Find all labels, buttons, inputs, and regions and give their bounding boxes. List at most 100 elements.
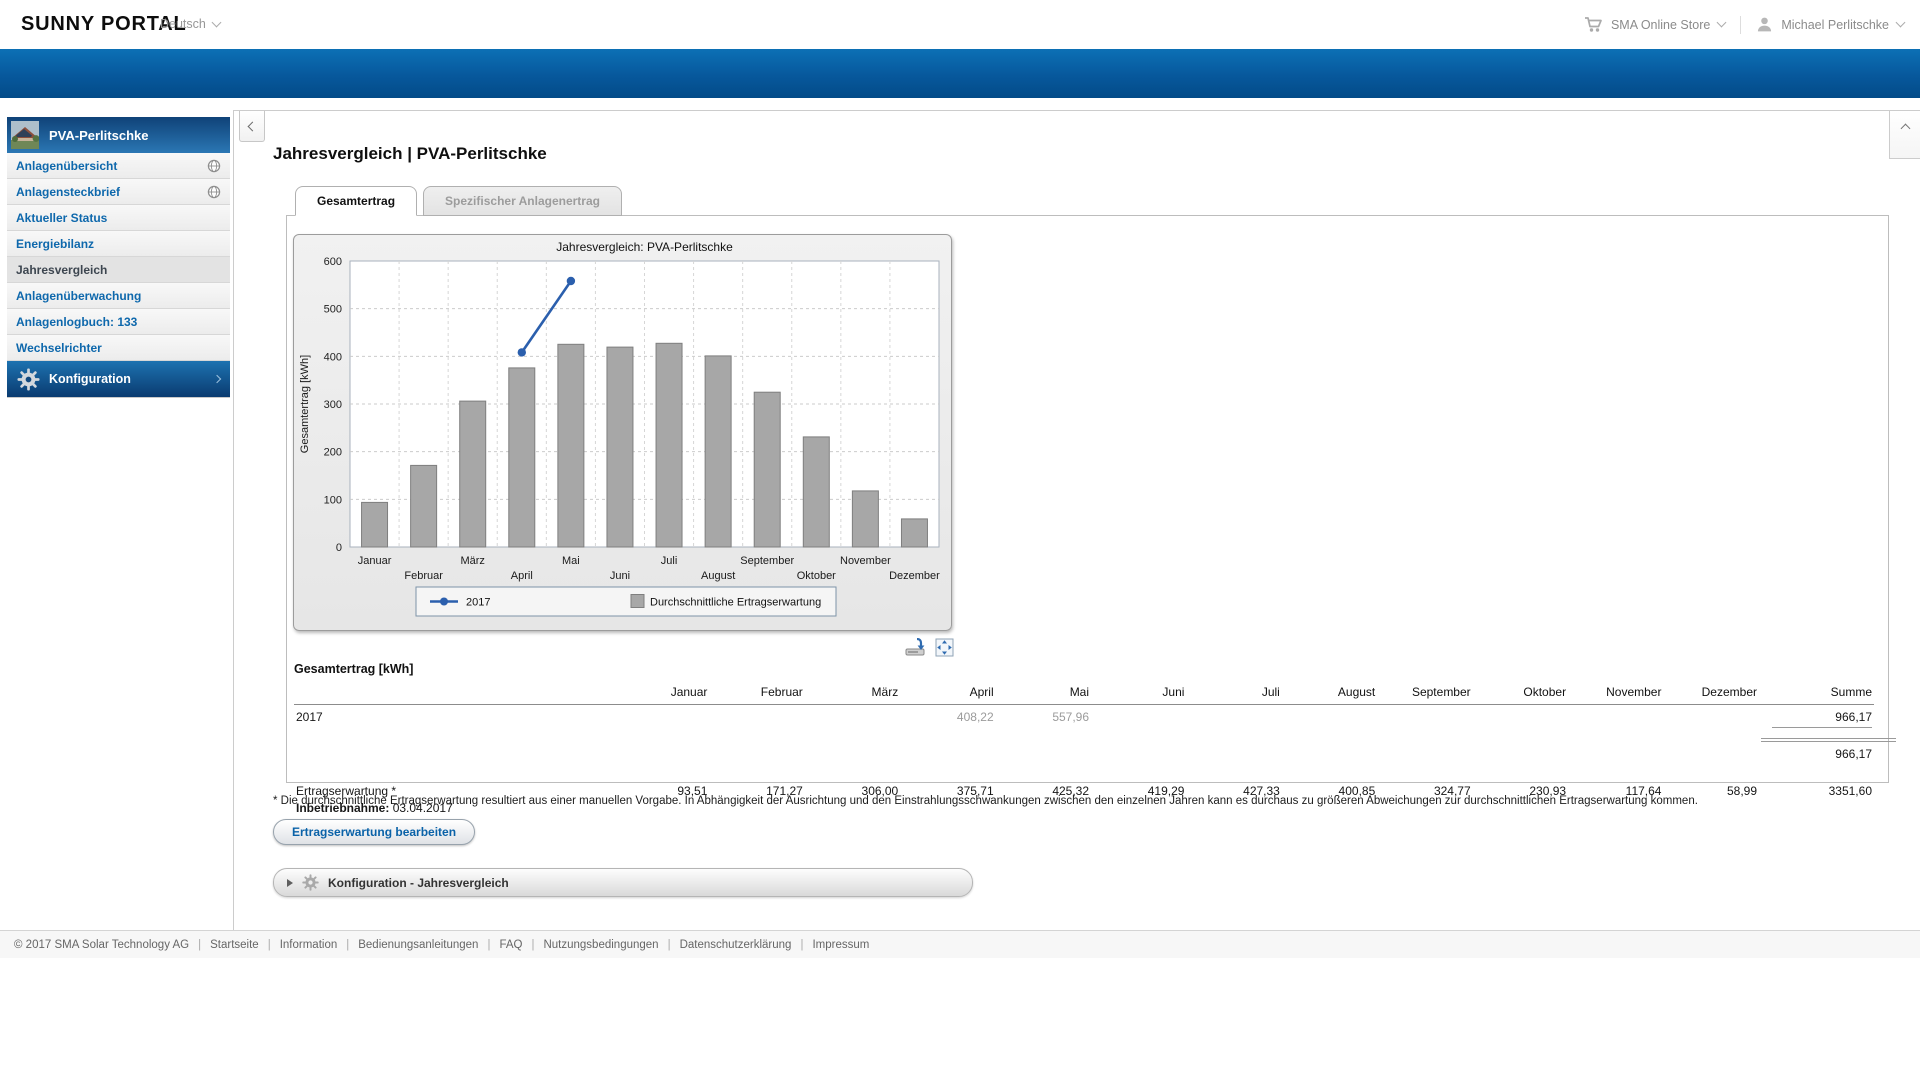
sidebar-item-label: Anlagensteckbrief — [16, 184, 121, 199]
column-header-oktober: Oktober — [1472, 681, 1569, 705]
line-series — [517, 276, 576, 357]
configuration-panel-toggle[interactable]: Konfiguration - Jahresvergleich — [273, 868, 973, 897]
divider — [1740, 15, 1742, 34]
column-header-juli: Juli — [1186, 681, 1282, 705]
page-title: Jahresvergleich | PVA-Perlitschke — [273, 144, 547, 163]
language-selector[interactable]: Deutsch — [160, 17, 222, 31]
table-cell — [1473, 705, 1568, 733]
sidebar-item-label: Anlagenlogbuch: 133 — [16, 314, 138, 329]
sidebar-item-wechselrichter[interactable]: Wechselrichter — [7, 335, 230, 361]
footer-link-nutzungsbedingungen[interactable]: Nutzungsbedingungen — [543, 938, 659, 951]
tab-bar: Gesamtertrag Spezifischer Anlagenertrag — [295, 186, 622, 216]
svg-text:Juli: Juli — [661, 555, 678, 567]
sidebar-plant-header[interactable]: PVA-Perlitschke — [7, 117, 230, 153]
language-label: Deutsch — [160, 17, 206, 31]
table-cell-summe: 966,17 — [1759, 705, 1874, 733]
table-cell: 230,93 — [1529, 783, 1567, 798]
edit-expectation-button[interactable]: Ertragserwartung bearbeiten — [273, 819, 476, 845]
footer-link-information[interactable]: Information — [279, 938, 338, 951]
cart-icon — [1584, 16, 1603, 33]
sidebar-item-anlagen-berwachung[interactable]: Anlagenüberwachung — [7, 283, 230, 309]
configuration-panel-label: Konfiguration - Jahresvergleich — [328, 875, 509, 890]
column-header-april: April — [900, 681, 996, 705]
chevron-right-icon — [212, 374, 222, 384]
svg-text:Januar: Januar — [358, 555, 392, 567]
table-cell: 93,51 — [677, 783, 708, 798]
user-icon — [1756, 16, 1773, 33]
table-cell: 324,77 — [1433, 783, 1471, 798]
sidebar-item-label: Anlagenübersicht — [16, 158, 118, 173]
scroll-top-button[interactable] — [1889, 111, 1920, 159]
chart-svg: 0 100 200 300 400 500 600 Januar Februar März Apri… — [299, 240, 940, 617]
svg-text:200: 200 — [324, 447, 342, 459]
sidebar-item-anlagen-bersicht[interactable]: Anlagenübersicht — [7, 153, 230, 179]
footer-link-bedienungsanleitungen[interactable]: Bedienungsanleitungen — [358, 938, 479, 951]
sidebar-item-jahresvergleich[interactable]: Jahresvergleich — [7, 257, 230, 283]
sidebar-item-label: Wechselrichter — [16, 340, 102, 355]
table-heading: Gesamtertrag [kWh] — [294, 662, 414, 676]
column-header-summe: Summe — [1759, 681, 1874, 705]
chevron-down-icon — [1716, 17, 1727, 28]
sidebar-item-aktueller-status[interactable]: Aktueller Status — [7, 205, 230, 231]
tab-gesamtertrag[interactable]: Gesamtertrag — [295, 186, 418, 216]
public-page-globe-icon[interactable] — [207, 159, 221, 173]
footer-links: | Startseite | Information | Bedienungsanleit… — [189, 939, 869, 951]
table-cell — [805, 705, 900, 733]
table-cell: 171,27 — [766, 783, 803, 798]
svg-text:Juni: Juni — [610, 570, 630, 582]
gear-icon — [17, 367, 40, 391]
sidebar-collapse-button[interactable] — [239, 111, 265, 142]
enlarge-diagram-icon[interactable] — [935, 638, 954, 657]
footnote-text: * Die durchschnittliche Ertragserwartung… — [273, 795, 1698, 807]
user-menu[interactable]: Michael Perlitschke — [1756, 16, 1906, 33]
sidebar-item-energiebilanz[interactable]: Energiebilanz — [7, 231, 230, 257]
sunny-portal-logo[interactable]: SUNNY PORTAL — [21, 13, 187, 35]
sidebar-item-anlagensteckbrief[interactable]: Anlagensteckbrief — [7, 179, 230, 205]
column-header-mai: Mai — [995, 681, 1092, 705]
total-rule — [1761, 738, 1896, 743]
column-header-m-rz: März — [804, 681, 901, 705]
public-page-globe-icon[interactable] — [207, 185, 221, 199]
column-header-februar: Februar — [709, 681, 805, 705]
table-cell: 400,85 — [1338, 783, 1376, 798]
row-label: Ertragserwartung * Inbetriebnahme: 03.04.… — [296, 783, 453, 816]
svg-text:Mai: Mai — [562, 555, 580, 567]
footer-separator: | — [531, 938, 535, 951]
tab-spezifischer-anlagenertrag[interactable]: Spezifischer Anlagenertrag — [423, 186, 622, 216]
table-header-row: Januar Februar März April Mai Juni Juli August S… — [294, 681, 1874, 705]
svg-text:Februar: Februar — [404, 570, 443, 582]
chevron-left-icon — [247, 121, 257, 131]
store-label: SMA Online Store — [1610, 17, 1711, 32]
sidebar-item-konfiguration[interactable]: Konfiguration — [7, 361, 230, 397]
svg-text:Durchschnittliche Ertragserwar: Durchschnittliche Ertragserwartung — [650, 597, 821, 609]
sma-online-store-link[interactable]: SMA Online Store — [1584, 16, 1727, 33]
footer-link-impressum[interactable]: Impressum — [812, 938, 870, 951]
footer-link-startseite[interactable]: Startseite — [210, 938, 259, 951]
sidebar-item-label: Energiebilanz — [16, 236, 95, 251]
chevron-up-icon — [1900, 123, 1910, 134]
footer-link-faq[interactable]: FAQ — [499, 938, 523, 951]
table-cell — [1377, 705, 1472, 733]
svg-text:2017: 2017 — [466, 597, 490, 609]
svg-text:100: 100 — [324, 494, 342, 506]
table-cell — [1091, 705, 1186, 733]
export-diagram-icon[interactable] — [904, 638, 926, 657]
table-cell — [1186, 705, 1281, 733]
table-cell — [1282, 705, 1377, 733]
sidebar-item-anlagenlogbuch-133[interactable]: Anlagenlogbuch: 133 — [7, 309, 230, 335]
svg-text:April: April — [511, 570, 533, 582]
table-cell-summe: 3351,60 — [1828, 783, 1872, 798]
footer-separator: | — [267, 938, 271, 951]
footer-separator: | — [667, 938, 671, 951]
plant-thumbnail — [11, 121, 39, 149]
banner — [0, 49, 1920, 98]
svg-text:Jahresvergleich: PVA-Perlitsch: Jahresvergleich: PVA-Perlitschke — [556, 240, 733, 254]
footer-link-datenschutzerkl-rung[interactable]: Datenschutzerklärung — [679, 938, 792, 951]
table-cell-total: 966,17 — [1759, 732, 1896, 767]
column-header-november: November — [1568, 681, 1664, 705]
svg-text:0: 0 — [336, 542, 342, 554]
table-cell: 419,29 — [1147, 783, 1185, 798]
table-cell: 427,33 — [1243, 783, 1280, 798]
column-header-juni: Juni — [1091, 681, 1187, 705]
